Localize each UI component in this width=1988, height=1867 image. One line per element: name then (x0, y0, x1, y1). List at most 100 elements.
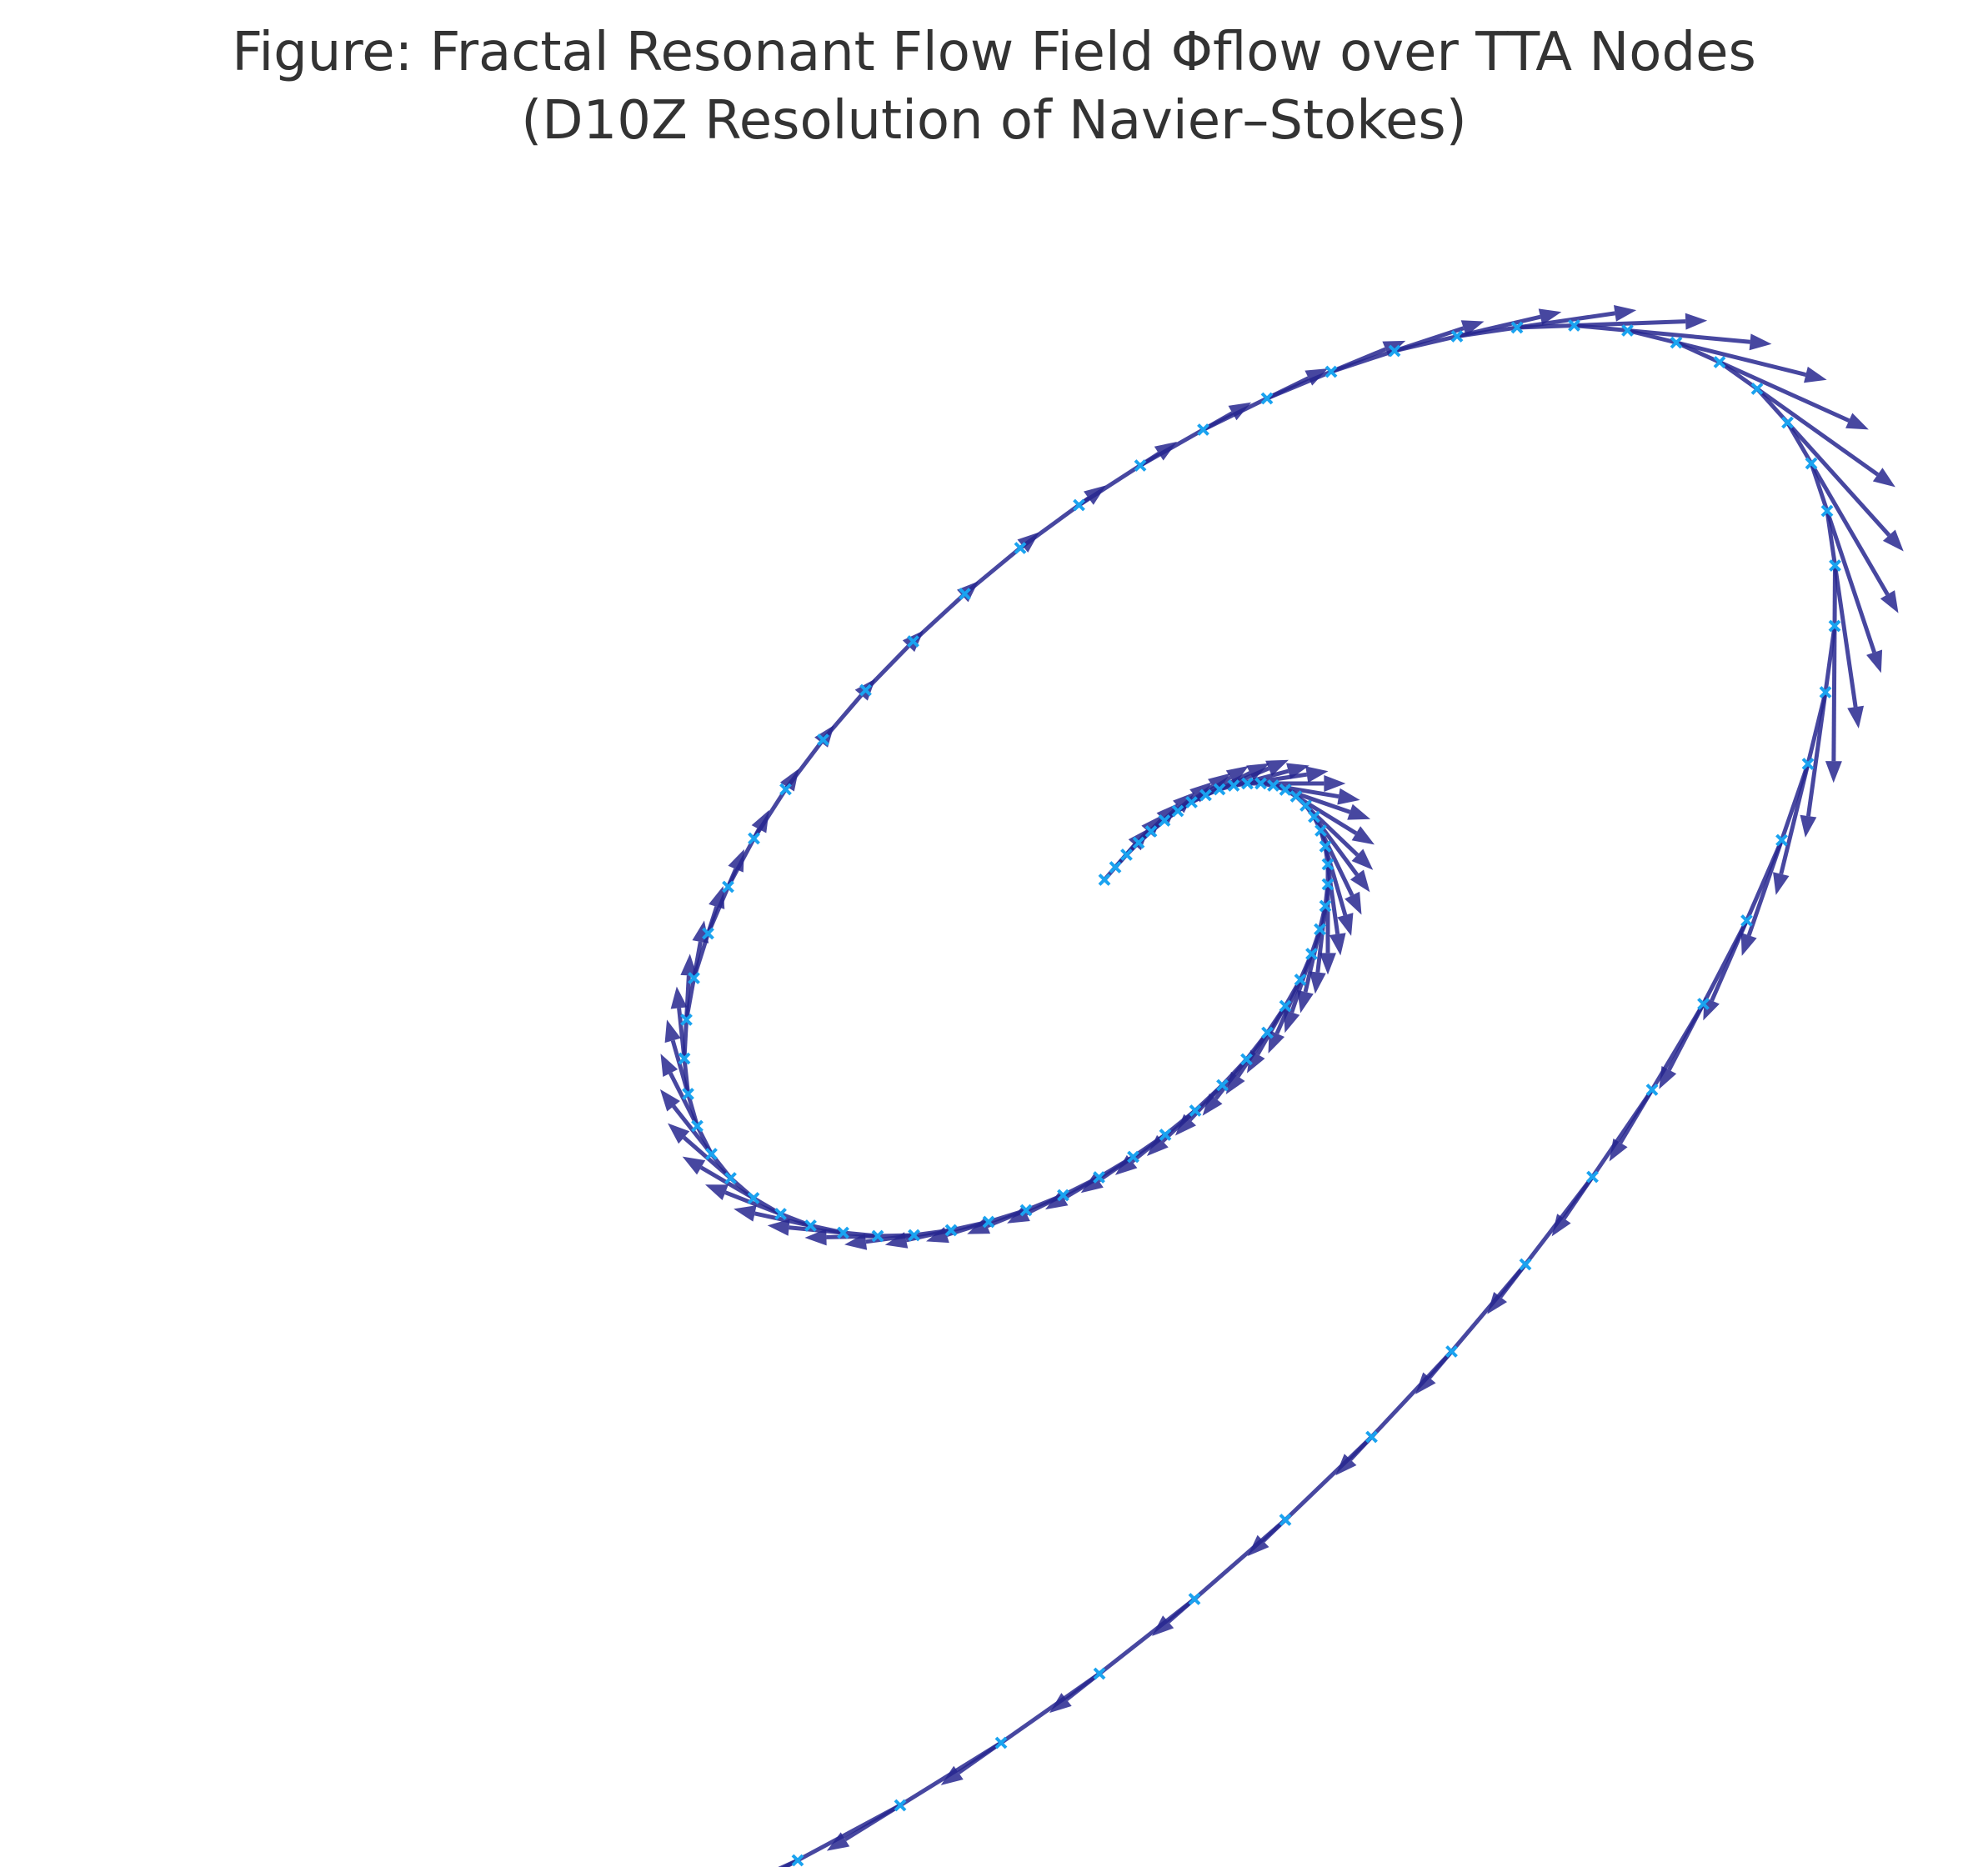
tta-node-marker (1697, 998, 1710, 1010)
flow-arrow-shaft (1755, 387, 1891, 537)
flow-arrow (659, 1089, 733, 1180)
flow-arrow-head (680, 954, 698, 976)
tta-node-marker (1740, 914, 1753, 927)
tta-node-marker (1216, 1079, 1229, 1092)
flow-arrow-head (1347, 803, 1371, 820)
flow-arrow-shaft (682, 1135, 755, 1200)
tta-node-marker (1279, 783, 1292, 796)
flow-arrow-head (1297, 989, 1314, 1014)
tta-node-marker (1159, 1129, 1172, 1141)
flow-arrow (706, 848, 744, 934)
tta-node-marker (1279, 1514, 1292, 1526)
flow-arrow-head (1551, 1214, 1571, 1237)
flow-arrow (1609, 1003, 1705, 1162)
tta-node-marker (837, 1226, 849, 1239)
tta-node-marker (1185, 796, 1198, 808)
flow-arrow-head (751, 809, 769, 833)
tta-node-marker (1227, 779, 1240, 792)
tta-node-marker (994, 1736, 1008, 1749)
chart-title-line1: Figure: Fractal Resonant Flow Field Φflo… (232, 22, 1756, 83)
flow-arrow-shaft (1626, 328, 1807, 377)
tta-node-marker (1621, 324, 1634, 337)
flow-arrow-head (660, 1054, 679, 1077)
flow-arrow-head (1335, 1454, 1357, 1476)
tta-node-marker (1819, 686, 1832, 698)
flow-arrow-shaft (669, 1072, 714, 1155)
flow-arrow-head (664, 1019, 681, 1044)
tta-node-marker (1713, 356, 1726, 368)
tta-node-marker (1829, 559, 1841, 572)
tta-node-marker (1319, 899, 1332, 913)
flow-arrow-shaft (724, 1190, 812, 1228)
flow-arrow-head (1146, 1134, 1169, 1156)
tta-node-marker (678, 1052, 691, 1065)
tta-node-marker (1213, 783, 1226, 796)
tta-node-marker (682, 1088, 694, 1100)
tta-node-marker (1308, 810, 1320, 823)
tta-node-marker (944, 1224, 958, 1237)
flow-arrow-head (1265, 759, 1289, 777)
flow-arrow-head (804, 1229, 827, 1246)
flow-arrow (1809, 463, 1883, 673)
flow-arrow-shaft (780, 1803, 902, 1867)
tta-node-marker (1805, 457, 1818, 470)
flow-arrow-head (1866, 649, 1883, 673)
flow-arrow-head (1329, 933, 1346, 956)
tta-node-marker (688, 972, 700, 984)
flow-arrow-head (1685, 313, 1708, 330)
flow-arrow-head (767, 1219, 790, 1236)
tta-node-marker (1305, 948, 1318, 960)
flow-arrow-head (1156, 803, 1178, 825)
flow-arrow-shaft (784, 741, 824, 791)
flow-arrow-head (1880, 590, 1899, 613)
tta-node-marker (1519, 1258, 1532, 1271)
flow-arrow-head (1872, 468, 1895, 488)
tta-node-marker (1314, 824, 1327, 837)
flow-arrow-head (1800, 814, 1817, 838)
tta-node-marker (1289, 790, 1303, 803)
tta-node-marker (1294, 974, 1307, 986)
flow-arrow (1800, 625, 1837, 838)
flow-arrow-shaft (864, 644, 910, 692)
tta-node-marker (1073, 498, 1085, 512)
tta-node-marker (722, 880, 734, 893)
flow-arrow-head (1749, 333, 1772, 351)
tta-node-marker (907, 635, 919, 648)
tta-node-marker (1299, 799, 1312, 812)
flow-arrow-shaft (1805, 625, 1837, 817)
tta-node-marker (1098, 873, 1111, 886)
tta-node-marker (1670, 336, 1683, 349)
flow-arrow-shaft (1667, 919, 1749, 1071)
flow-arrow-shaft (1516, 319, 1686, 330)
tta-node-marker (1158, 814, 1171, 827)
tta-node-marker (908, 1229, 920, 1242)
tta-node-marker (774, 1208, 787, 1220)
tta-node-marker (1279, 999, 1292, 1013)
flow-arrow-head (670, 986, 688, 1009)
flow-arrow-shaft (1718, 360, 1880, 477)
tta-node-marker (1199, 788, 1212, 802)
flow-arrows-group (659, 304, 1904, 1867)
flow-arrow-shaft (1825, 510, 1858, 708)
tta-node-marker (1828, 619, 1841, 633)
flow-arrow-head (1284, 1009, 1300, 1034)
flow-arrow-head (1337, 788, 1360, 805)
tta-node-marker (748, 832, 760, 845)
tta-node-marker (1254, 777, 1267, 790)
flow-arrow (752, 768, 799, 840)
flow-arrow-shaft (1809, 463, 1876, 653)
tta-node-marker (1801, 758, 1815, 770)
tta-node-marker (1314, 923, 1326, 936)
tta-node-marker (1319, 840, 1332, 853)
flow-arrow-shaft (752, 785, 789, 840)
flow-arrow-head (1773, 872, 1790, 895)
tta-node-marker (1241, 777, 1254, 790)
tta-node-marker (747, 1192, 760, 1204)
flow-arrow (1825, 510, 1865, 728)
flow-arrow (1626, 328, 1827, 383)
flow-arrow (1785, 421, 1899, 613)
flow-arrow-head (1319, 953, 1336, 975)
flow-arrow (682, 1156, 782, 1216)
flow-arrow-head (1225, 765, 1249, 785)
flow-arrow-head (1114, 1154, 1138, 1175)
